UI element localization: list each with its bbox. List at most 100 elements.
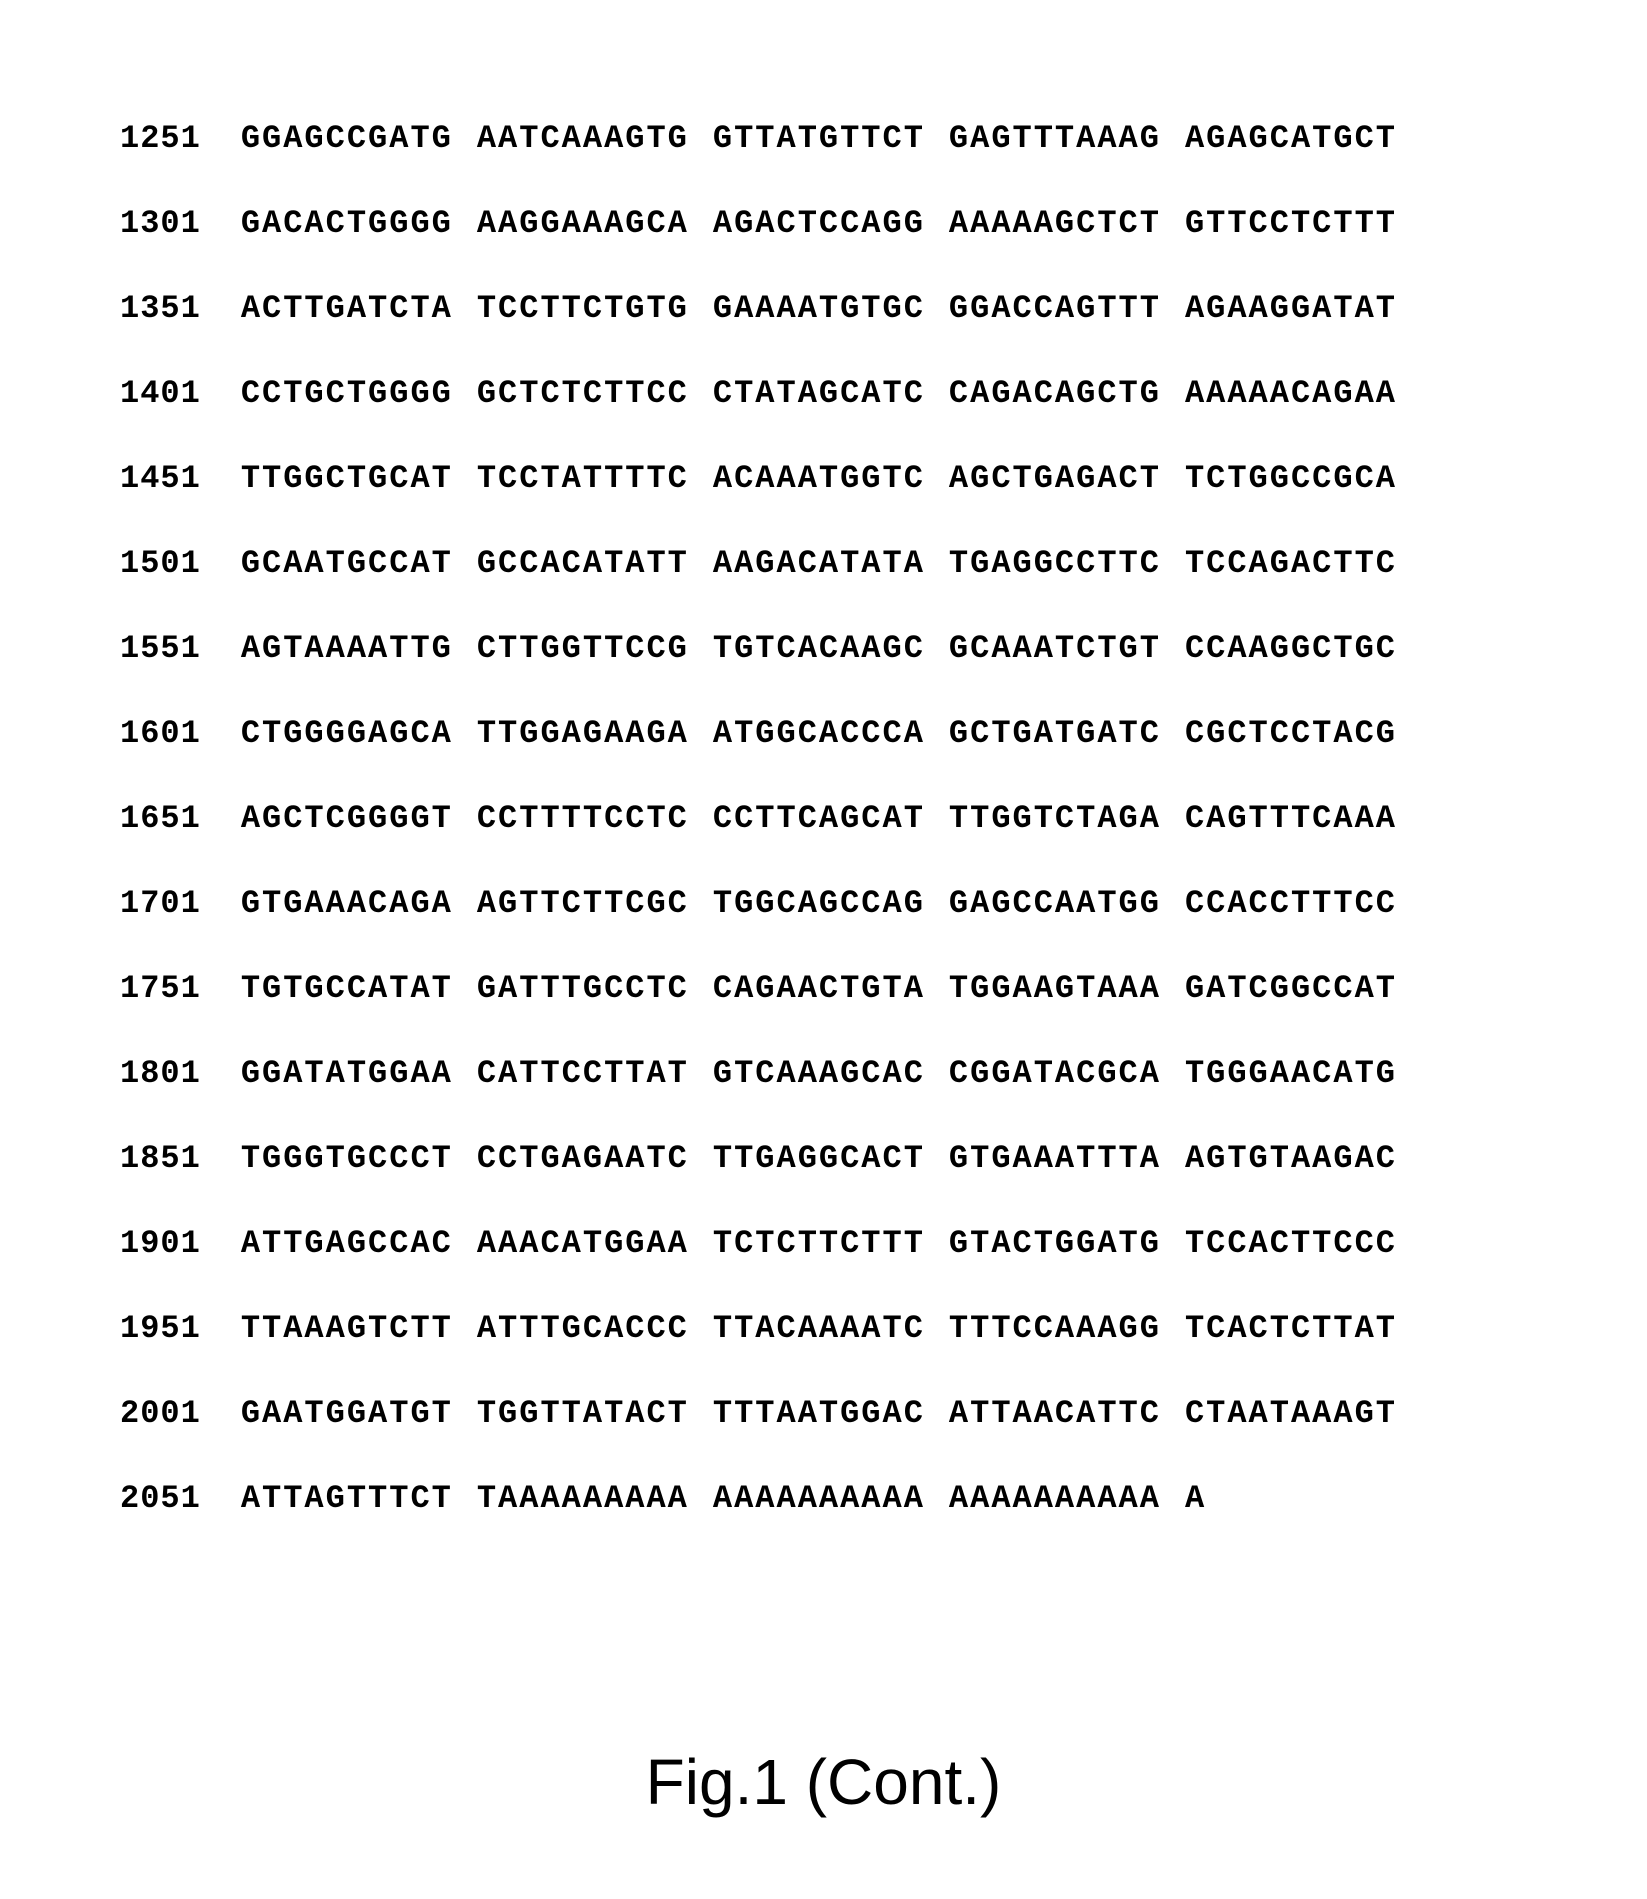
sequence-row: 1451TTGGCTGCATTCCTATTTTCACAAATGGTCAGCTGA…: [120, 460, 1421, 545]
sequence-block: GTTATGTTCT: [713, 120, 949, 205]
sequence-block: TTGGTCTAGA: [949, 800, 1185, 885]
sequence-row: 2051ATTAGTTTCTTAAAAAAAAAAAAAAAAAAAAAAAAA…: [120, 1480, 1421, 1565]
sequence-block: CCAAGGCTGC: [1185, 630, 1421, 715]
sequence-position: 1901: [120, 1225, 241, 1310]
sequence-block: GATCGGCCAT: [1185, 970, 1421, 1055]
sequence-block: TTTCCAAAGG: [949, 1310, 1185, 1395]
sequence-container: 1251GGAGCCGATGAATCAAAGTGGTTATGTTCTGAGTTT…: [120, 120, 1421, 1565]
sequence-block: GTGAAACAGA: [241, 885, 477, 970]
sequence-position: 1451: [120, 460, 241, 545]
sequence-block: TTACAAAATC: [713, 1310, 949, 1395]
sequence-block: AAAAAGCTCT: [949, 205, 1185, 290]
sequence-row: 1751TGTGCCATATGATTTGCCTCCAGAACTGTATGGAAG…: [120, 970, 1421, 1055]
sequence-block: GAATGGATGT: [241, 1395, 477, 1480]
sequence-block: GAGCCAATGG: [949, 885, 1185, 970]
sequence-block: CAGACAGCTG: [949, 375, 1185, 460]
sequence-block: CCTGCTGGGG: [241, 375, 477, 460]
sequence-block: CGGATACGCA: [949, 1055, 1185, 1140]
sequence-block: GAAAATGTGC: [713, 290, 949, 375]
sequence-block: CTATAGCATC: [713, 375, 949, 460]
sequence-block: GCAAATCTGT: [949, 630, 1185, 715]
sequence-block: TGGGTGCCCT: [241, 1140, 477, 1225]
sequence-position: 1551: [120, 630, 241, 715]
sequence-block: A: [1185, 1480, 1421, 1565]
sequence-block: AGCTGAGACT: [949, 460, 1185, 545]
sequence-block: GCCACATATT: [477, 545, 713, 630]
sequence-block: TCTGGCCGCA: [1185, 460, 1421, 545]
sequence-block: CGCTCCTACG: [1185, 715, 1421, 800]
sequence-block: TGTCACAAGC: [713, 630, 949, 715]
sequence-position: 2051: [120, 1480, 241, 1565]
sequence-row: 1401CCTGCTGGGGGCTCTCTTCCCTATAGCATCCAGACA…: [120, 375, 1421, 460]
sequence-position: 1401: [120, 375, 241, 460]
sequence-block: GTGAAATTTA: [949, 1140, 1185, 1225]
sequence-block: ATTAACATTC: [949, 1395, 1185, 1480]
sequence-row: 1551AGTAAAATTGCTTGGTTCCGTGTCACAAGCGCAAAT…: [120, 630, 1421, 715]
sequence-block: ATGGCACCCA: [713, 715, 949, 800]
sequence-position: 1301: [120, 205, 241, 290]
sequence-block: GCTGATGATC: [949, 715, 1185, 800]
sequence-block: GTCAAAGCAC: [713, 1055, 949, 1140]
sequence-block: GCAATGCCAT: [241, 545, 477, 630]
sequence-row: 1301GACACTGGGGAAGGAAAGCAAGACTCCAGGAAAAAG…: [120, 205, 1421, 290]
sequence-block: AAAAAAAAAA: [949, 1480, 1185, 1565]
sequence-block: TCCACTTCCC: [1185, 1225, 1421, 1310]
sequence-block: AGTAAAATTG: [241, 630, 477, 715]
sequence-block: TCCTTCTGTG: [477, 290, 713, 375]
sequence-position: 1701: [120, 885, 241, 970]
sequence-block: ATTAGTTTCT: [241, 1480, 477, 1565]
sequence-block: AGTTCTTCGC: [477, 885, 713, 970]
sequence-block: CCTTTTCCTC: [477, 800, 713, 885]
sequence-position: 1601: [120, 715, 241, 800]
sequence-block: GAGTTTAAAG: [949, 120, 1185, 205]
sequence-row: 1801GGATATGGAACATTCCTTATGTCAAAGCACCGGATA…: [120, 1055, 1421, 1140]
sequence-position: 1751: [120, 970, 241, 1055]
sequence-block: TCCAGACTTC: [1185, 545, 1421, 630]
sequence-block: TTGAGGCACT: [713, 1140, 949, 1225]
sequence-row: 2001GAATGGATGTTGGTTATACTTTTAATGGACATTAAC…: [120, 1395, 1421, 1480]
sequence-block: TGGTTATACT: [477, 1395, 713, 1480]
sequence-position: 1651: [120, 800, 241, 885]
sequence-row: 1251GGAGCCGATGAATCAAAGTGGTTATGTTCTGAGTTT…: [120, 120, 1421, 205]
sequence-block: ATTTGCACCC: [477, 1310, 713, 1395]
sequence-row: 1351ACTTGATCTATCCTTCTGTGGAAAATGTGCGGACCA…: [120, 290, 1421, 375]
sequence-block: GTTCCTCTTT: [1185, 205, 1421, 290]
sequence-block: TGTGCCATAT: [241, 970, 477, 1055]
sequence-block: AAACATGGAA: [477, 1225, 713, 1310]
sequence-block: AGAGCATGCT: [1185, 120, 1421, 205]
sequence-block: CAGTTTCAAA: [1185, 800, 1421, 885]
sequence-block: TGGGAACATG: [1185, 1055, 1421, 1140]
sequence-block: GACACTGGGG: [241, 205, 477, 290]
sequence-block: GATTTGCCTC: [477, 970, 713, 1055]
sequence-block: TCACTCTTAT: [1185, 1310, 1421, 1395]
sequence-row: 1651AGCTCGGGGTCCTTTTCCTCCCTTCAGCATTTGGTC…: [120, 800, 1421, 885]
sequence-position: 1801: [120, 1055, 241, 1140]
sequence-block: GGATATGGAA: [241, 1055, 477, 1140]
sequence-row: 1701GTGAAACAGAAGTTCTTCGCTGGCAGCCAGGAGCCA…: [120, 885, 1421, 970]
sequence-block: ACTTGATCTA: [241, 290, 477, 375]
sequence-position: 1851: [120, 1140, 241, 1225]
sequence-block: CCTGAGAATC: [477, 1140, 713, 1225]
sequence-block: CTAATAAAGT: [1185, 1395, 1421, 1480]
sequence-block: ATTGAGCCAC: [241, 1225, 477, 1310]
sequence-block: AATCAAAGTG: [477, 120, 713, 205]
sequence-block: AAAAAAAAAA: [713, 1480, 949, 1565]
sequence-block: TCCTATTTTC: [477, 460, 713, 545]
sequence-block: AGCTCGGGGT: [241, 800, 477, 885]
sequence-position: 2001: [120, 1395, 241, 1480]
sequence-row: 1851TGGGTGCCCTCCTGAGAATCTTGAGGCACTGTGAAA…: [120, 1140, 1421, 1225]
sequence-block: CCTTCAGCAT: [713, 800, 949, 885]
sequence-position: 1351: [120, 290, 241, 375]
sequence-block: GGACCAGTTT: [949, 290, 1185, 375]
sequence-block: TGGAAGTAAA: [949, 970, 1185, 1055]
sequence-block: TTGGCTGCAT: [241, 460, 477, 545]
figure-caption: Fig.1 (Cont.): [120, 1745, 1527, 1819]
sequence-block: GGAGCCGATG: [241, 120, 477, 205]
sequence-block: CATTCCTTAT: [477, 1055, 713, 1140]
sequence-block: TTTAATGGAC: [713, 1395, 949, 1480]
sequence-block: CCACCTTTCC: [1185, 885, 1421, 970]
sequence-block: AGTGTAAGAC: [1185, 1140, 1421, 1225]
sequence-block: CTTGGTTCCG: [477, 630, 713, 715]
sequence-block: CTGGGGAGCA: [241, 715, 477, 800]
sequence-row: 1501GCAATGCCATGCCACATATTAAGACATATATGAGGC…: [120, 545, 1421, 630]
